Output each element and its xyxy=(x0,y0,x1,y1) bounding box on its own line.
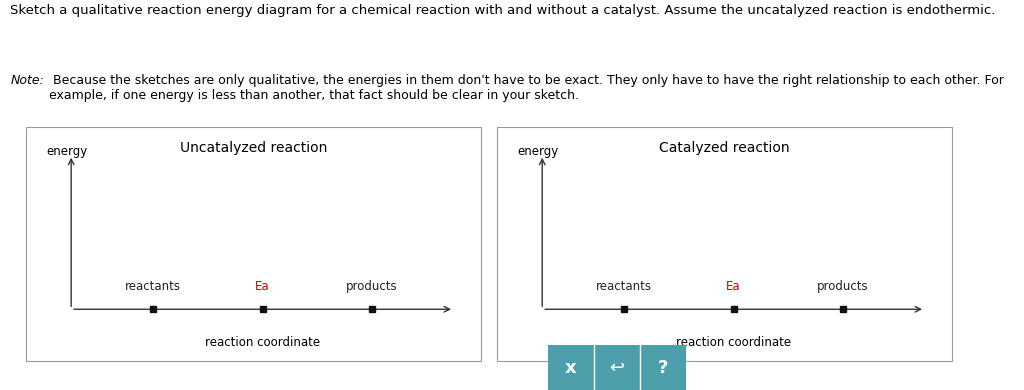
Text: reaction coordinate: reaction coordinate xyxy=(205,336,321,349)
Text: Ea: Ea xyxy=(255,280,270,293)
Text: reactants: reactants xyxy=(125,280,181,293)
Text: reaction coordinate: reaction coordinate xyxy=(676,336,792,349)
Text: products: products xyxy=(346,280,397,293)
Text: energy: energy xyxy=(517,145,558,158)
Text: Catalyzed reaction: Catalyzed reaction xyxy=(659,141,790,155)
Text: products: products xyxy=(817,280,868,293)
Text: x: x xyxy=(565,358,577,377)
Text: Because the sketches are only qualitative, the energies in them don't have to be: Because the sketches are only qualitativ… xyxy=(49,74,1004,102)
Text: Sketch a qualitative reaction energy diagram for a chemical reaction with and wi: Sketch a qualitative reaction energy dia… xyxy=(10,4,995,16)
Text: reactants: reactants xyxy=(596,280,652,293)
Text: Ea: Ea xyxy=(726,280,741,293)
Text: Note:: Note: xyxy=(10,74,44,87)
Text: ↩: ↩ xyxy=(609,358,625,377)
Text: Uncatalyzed reaction: Uncatalyzed reaction xyxy=(180,141,327,155)
Text: energy: energy xyxy=(46,145,87,158)
Text: ?: ? xyxy=(657,358,669,377)
